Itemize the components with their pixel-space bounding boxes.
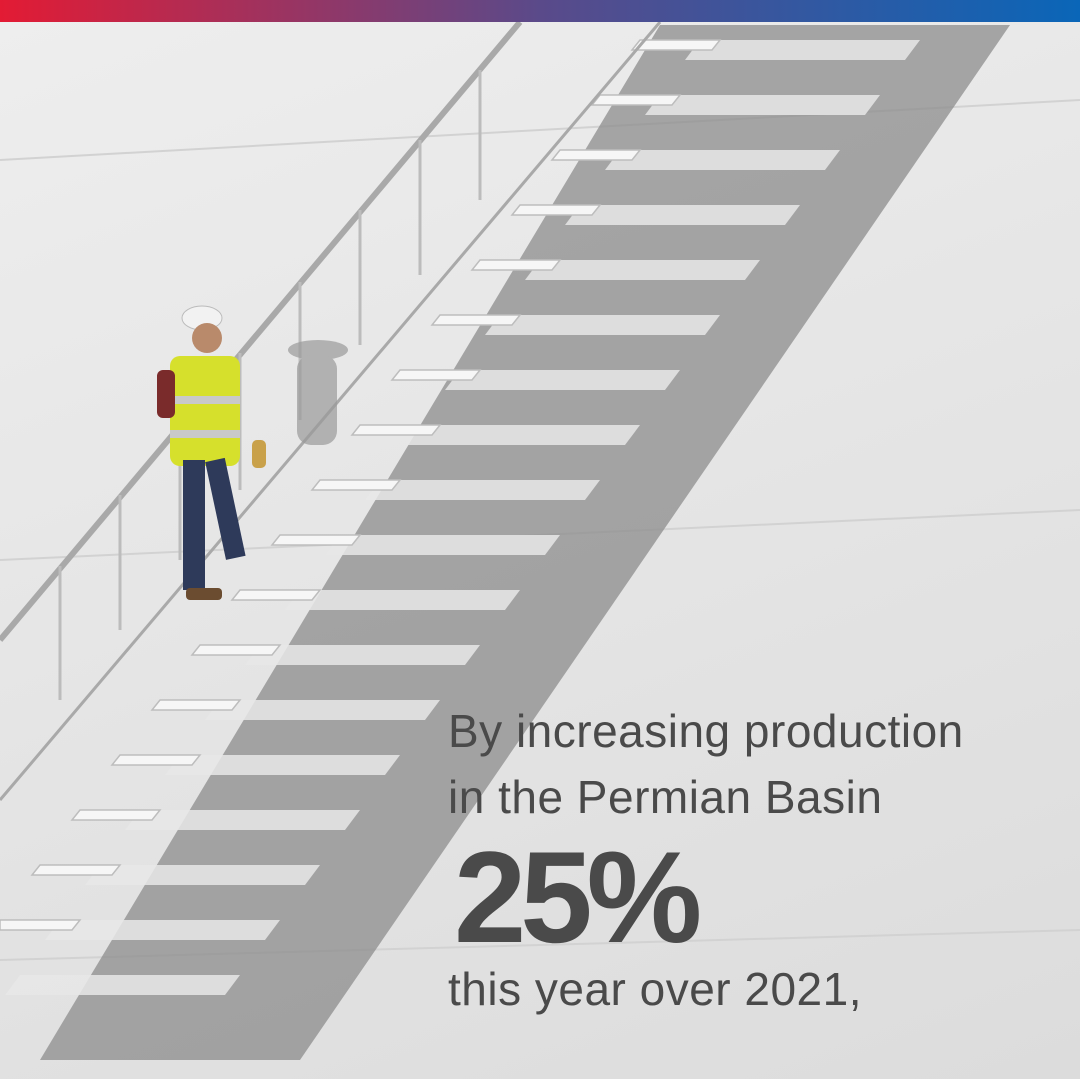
staircase-photo: [0, 22, 1080, 1060]
brand-gradient-bar: [0, 0, 1080, 22]
caption-line-2: in the Permian Basin: [448, 771, 883, 823]
stair-treads: [0, 39, 722, 931]
shadow-rungs: [5, 40, 920, 995]
worker-shadow: [288, 340, 348, 445]
caption-line-1: By increasing production: [448, 705, 964, 757]
balusters: [58, 70, 482, 700]
worker-figure: [157, 305, 266, 600]
caption-block: By increasing production in the Permian …: [448, 698, 1048, 1022]
stat-percentage: 25%: [454, 824, 702, 970]
caption-line-3: this year over 2021,: [448, 963, 863, 1015]
